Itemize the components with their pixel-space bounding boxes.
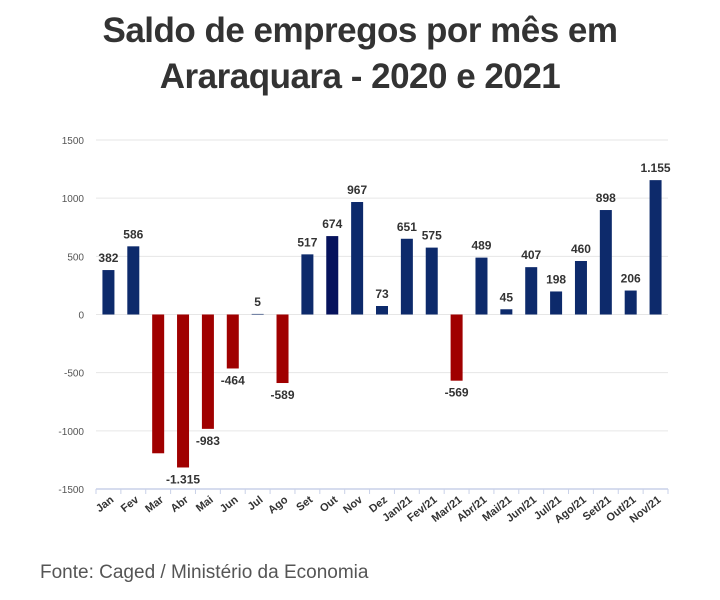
bar-chart: 1500 1000 500 0 -500 -1000 -1500 382 586 -1.315 -…	[58, 136, 670, 526]
bar-jan-21	[400, 238, 413, 315]
y-tick-label: 0	[78, 311, 84, 322]
bar-jan	[102, 270, 115, 315]
bar-jun-21	[525, 267, 538, 315]
x-tick-label: Abr	[169, 493, 192, 515]
y-tick-label: 500	[67, 252, 84, 263]
bar-abr	[177, 314, 190, 468]
data-label: -589	[271, 388, 295, 402]
data-label: 1.155	[641, 161, 671, 175]
data-label: -983	[196, 434, 220, 448]
bar-set	[301, 254, 314, 315]
y-tick-label: 1500	[62, 136, 85, 147]
x-tick-label: Jan	[94, 494, 117, 515]
bar-fev-21	[425, 247, 438, 315]
bar-dez	[376, 306, 388, 315]
data-label: 489	[471, 239, 491, 253]
x-axis-tick-labels: Jan Fev Mar Abr Mai Jun Jul Ago Set Out Nov DezJan/…	[94, 493, 663, 526]
bar-fev	[127, 246, 140, 315]
data-labels: 382 586 -1.315 -983 -464 5 -589 517 674 967 73 651 5…	[98, 161, 670, 486]
data-label: 206	[621, 272, 641, 286]
data-label: 382	[98, 251, 118, 265]
x-tick-label: Ago	[266, 494, 290, 517]
x-axis	[95, 488, 669, 494]
data-label: -569	[445, 386, 469, 400]
bar-mai	[201, 314, 214, 429]
data-label: 517	[297, 235, 317, 249]
data-label: 898	[596, 191, 616, 205]
chart-title-line-1: Saldo de empregos por mês em	[102, 11, 618, 50]
y-tick-label: -500	[64, 369, 84, 380]
data-label: 407	[521, 248, 541, 262]
bar-nov	[351, 202, 364, 315]
x-tick-label: Set	[294, 494, 315, 514]
y-tick-label: -1000	[58, 427, 84, 438]
y-tick-label: -1500	[58, 485, 84, 496]
data-label: 674	[322, 217, 342, 231]
bar-nov-21	[649, 180, 662, 315]
y-tick-label: 1000	[62, 194, 85, 205]
data-label: 651	[397, 220, 417, 234]
data-label: 575	[422, 229, 442, 243]
data-label: 967	[347, 183, 367, 197]
x-tick-label: Fev	[119, 493, 142, 515]
x-tick-label: Mar	[143, 493, 166, 515]
x-tick-label: Mai	[194, 494, 216, 515]
x-tick-label: Jul	[246, 494, 266, 513]
data-label: 45	[500, 290, 514, 304]
y-axis-tick-labels: 1500 1000 500 0 -500 -1000 -1500	[58, 136, 84, 496]
data-label: -1.315	[166, 472, 200, 486]
data-label: 198	[546, 272, 566, 286]
bar-mai-21	[500, 309, 513, 315]
bar-mar-21	[450, 314, 463, 381]
data-label: 460	[571, 242, 591, 256]
chart-title: Saldo de empregos por mês em Araraquara …	[0, 8, 720, 100]
bar-jul-21	[550, 291, 563, 315]
bar-mar	[152, 314, 165, 454]
bar-jul	[251, 313, 264, 315]
bars	[102, 180, 662, 468]
data-label: 586	[123, 227, 143, 241]
bar-ago-21	[574, 260, 587, 315]
x-tick-label: Out	[318, 494, 341, 515]
bar-out-21	[624, 290, 637, 315]
source-note: Fonte: Caged / Ministério da Economia	[40, 562, 369, 583]
data-label: -464	[221, 373, 245, 387]
x-tick-label: Nov	[341, 493, 365, 516]
data-label: 5	[254, 295, 261, 309]
bar-abr-21	[475, 257, 488, 315]
bar-jun	[226, 314, 239, 369]
chart-title-line-2: Araraquara - 2020 e 2021	[159, 57, 561, 96]
bar-set-21	[599, 210, 612, 315]
x-tick-label: Jun	[218, 494, 241, 516]
bar-out	[326, 236, 339, 315]
data-label: 73	[375, 287, 389, 301]
bar-ago	[276, 314, 289, 384]
